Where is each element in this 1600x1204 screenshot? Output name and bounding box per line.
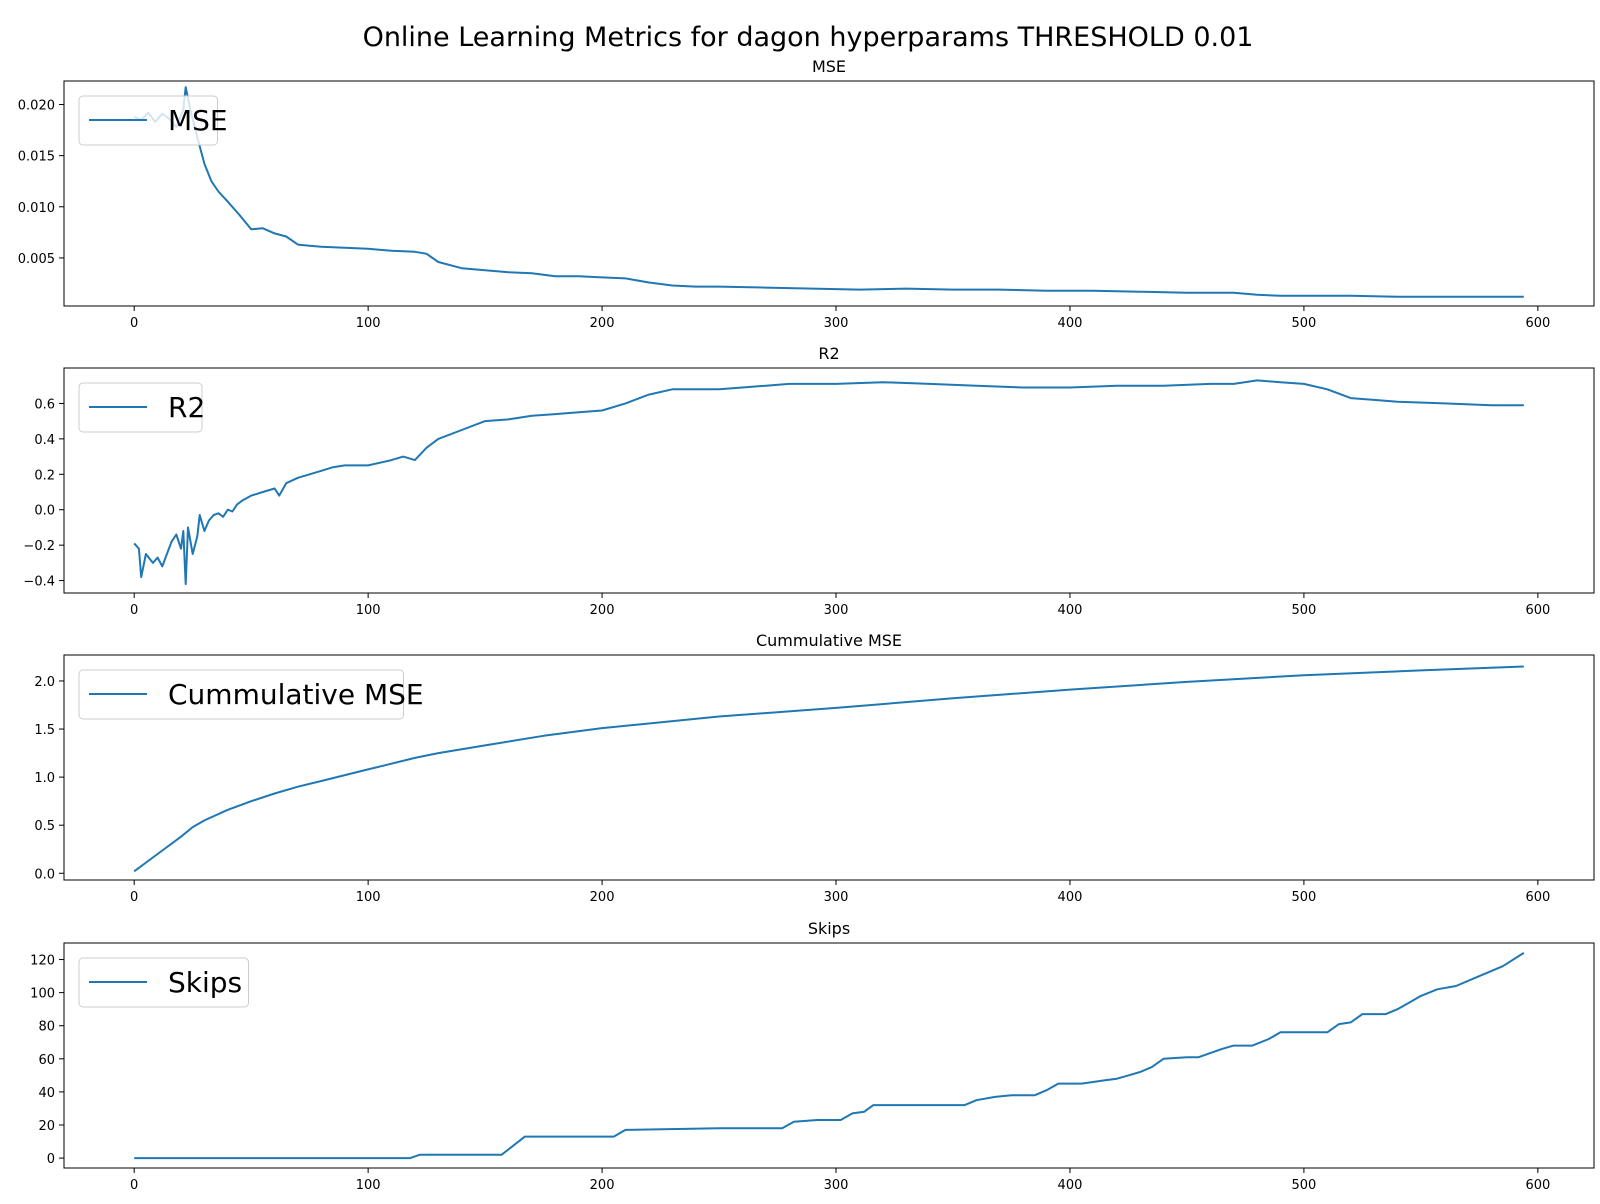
y-tick-label: 100	[30, 987, 55, 1002]
y-tick-label: 0	[47, 1152, 55, 1167]
legend-label: Cummulative MSE	[168, 678, 424, 711]
subplot-4: Skips 0 100 200 300 400 500 600 0 20 40 60 80 100 120 S…	[30, 919, 1595, 1193]
y-tick-label: 20	[38, 1119, 55, 1134]
x-tick-label: 500	[1291, 1178, 1316, 1193]
x-tick-label: 200	[590, 1178, 615, 1193]
x-tick-label: 400	[1058, 316, 1083, 331]
y-tick-label: 0.020	[18, 99, 55, 114]
x-tick-label: 0	[130, 890, 138, 905]
x-tick-label: 100	[356, 890, 381, 905]
axes-frame	[63, 942, 1595, 1169]
y-tick-label: −0.4	[23, 575, 55, 590]
legend-box	[78, 669, 404, 720]
x-tick-label: 200	[590, 890, 615, 905]
x-tick-label: 100	[356, 316, 381, 331]
legend: Skips	[78, 957, 249, 1008]
x-tick-label: 500	[1291, 890, 1316, 905]
subplot-2: R2 0 100 200 300 400 500 600 −0.4 −0.2 0.0 0.2 0.4 0.…	[23, 344, 1595, 618]
x-tick-label: 600	[1525, 316, 1550, 331]
y-tick-label: 0.5	[34, 819, 55, 834]
series-line-cummulative-mse	[133, 665, 1524, 873]
subplot-title: MSE	[812, 57, 846, 76]
subplot-1: MSE 0 100 200 300 400 500 600 0.005 0.010 0.015 0.0…	[18, 57, 1595, 331]
x-tick-label: 300	[824, 603, 849, 618]
subplot-title: Skips	[808, 919, 850, 938]
x-tick-label: 0	[130, 603, 138, 618]
x-tick-label: 300	[824, 1178, 849, 1193]
y-tick-label: 40	[38, 1086, 55, 1101]
y-tick-label: 0.2	[34, 468, 55, 483]
y-tick-label: 60	[38, 1053, 55, 1068]
x-tick-label: 600	[1525, 603, 1550, 618]
y-tick-label: 0.6	[34, 397, 55, 412]
y-tick-label: 0.010	[18, 201, 55, 216]
x-tick-label: 300	[824, 890, 849, 905]
x-tick-label: 400	[1058, 1178, 1083, 1193]
x-tick-label: 600	[1525, 1178, 1550, 1193]
x-tick-label: 400	[1058, 890, 1083, 905]
legend-label: Skips	[168, 966, 242, 999]
x-tick-label: 500	[1291, 603, 1316, 618]
y-tick-label: 0.005	[18, 252, 55, 267]
legend-box	[78, 95, 218, 146]
y-tick-label: 0.0	[34, 504, 55, 519]
legend: Cummulative MSE	[78, 669, 424, 720]
y-tick-label: 1.0	[34, 771, 55, 786]
x-tick-label: 100	[356, 603, 381, 618]
y-tick-label: 0.4	[34, 433, 55, 448]
legend-label: MSE	[168, 104, 228, 137]
legend: R2	[78, 382, 205, 433]
subplot-3: Cummulative MSE 0 100 200 300 400 500 600 0.0 0.5…	[34, 631, 1595, 905]
x-tick-label: 200	[590, 316, 615, 331]
y-tick-label: 2.0	[34, 675, 55, 690]
y-tick-label: 80	[38, 1020, 55, 1035]
y-tick-label: 120	[30, 954, 55, 969]
x-tick-label: 0	[130, 1178, 138, 1193]
series-line-mse	[133, 86, 1524, 298]
x-tick-label: 600	[1525, 890, 1550, 905]
x-tick-label: 500	[1291, 316, 1316, 331]
series-line-r2	[133, 379, 1524, 586]
subplot-title: Cummulative MSE	[756, 631, 902, 650]
legend-box	[78, 957, 249, 1008]
legend-label: R2	[168, 391, 205, 424]
y-tick-label: 1.5	[34, 723, 55, 738]
x-tick-label: 0	[130, 316, 138, 331]
subplot-title: R2	[818, 344, 839, 363]
figure-title: Online Learning Metrics for dagon hyperp…	[363, 22, 1254, 53]
axes-frame	[63, 367, 1595, 594]
x-tick-label: 100	[356, 1178, 381, 1193]
x-tick-label: 200	[590, 603, 615, 618]
legend: MSE	[78, 95, 228, 146]
x-tick-label: 400	[1058, 603, 1083, 618]
y-tick-label: 0.015	[18, 150, 55, 165]
series-line-skips	[134, 952, 1525, 1160]
y-tick-label: −0.2	[23, 539, 55, 554]
axes-frame	[63, 654, 1595, 881]
x-tick-label: 300	[824, 316, 849, 331]
axes-frame	[63, 80, 1595, 307]
y-tick-label: 0.0	[34, 867, 55, 882]
